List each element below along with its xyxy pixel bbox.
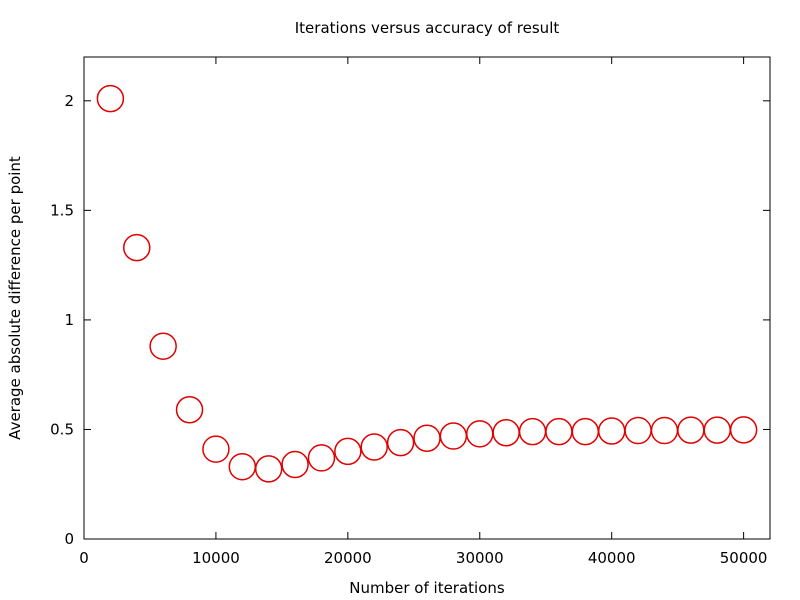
x-tick-label: 10000 [192, 549, 240, 567]
chart-title: Iterations versus accuracy of result [295, 19, 560, 37]
tick-labels: 0 10000 20000 30000 40000 50000 0 0.5 1 1.5 2 [50, 92, 767, 567]
x-tick-label: 50000 [720, 549, 768, 567]
data-point [624, 416, 652, 445]
data-point [703, 416, 731, 444]
x-tick-label: 30000 [456, 549, 504, 567]
x-axis-label: Number of iterations [349, 579, 505, 597]
data-point [413, 424, 441, 452]
data-point [202, 435, 230, 463]
data-point [334, 437, 362, 466]
data-point [228, 452, 257, 481]
data-point [149, 332, 177, 360]
x-tick-label: 40000 [588, 549, 636, 567]
y-axis-label: Average absolute difference per point [6, 156, 24, 440]
data-point [123, 233, 151, 262]
axis-ticks [83, 57, 770, 540]
data-point [466, 420, 494, 448]
data-point [175, 395, 204, 424]
data-point [307, 444, 336, 472]
plot-frame [83, 56, 771, 540]
data-point [545, 417, 573, 446]
data-point [281, 450, 309, 479]
data-point [677, 416, 705, 444]
y-tick-label: 1.5 [50, 201, 74, 219]
data-point [386, 428, 415, 457]
data-point [518, 417, 547, 446]
x-tick-label: 0 [79, 549, 89, 567]
data-point [360, 433, 388, 461]
data-point [439, 422, 468, 450]
x-tick-label: 20000 [324, 549, 372, 567]
y-tick-label: 2 [64, 92, 74, 110]
data-point [729, 416, 758, 444]
data-point [96, 84, 125, 113]
data-point [254, 455, 283, 483]
y-tick-label: 1 [64, 311, 74, 329]
data-point [571, 417, 600, 446]
y-tick-label: 0.5 [50, 420, 74, 438]
data-point [492, 418, 520, 447]
y-tick-label: 0 [64, 530, 74, 548]
data-point [650, 416, 679, 445]
data-points [96, 84, 758, 483]
data-point [597, 417, 626, 445]
